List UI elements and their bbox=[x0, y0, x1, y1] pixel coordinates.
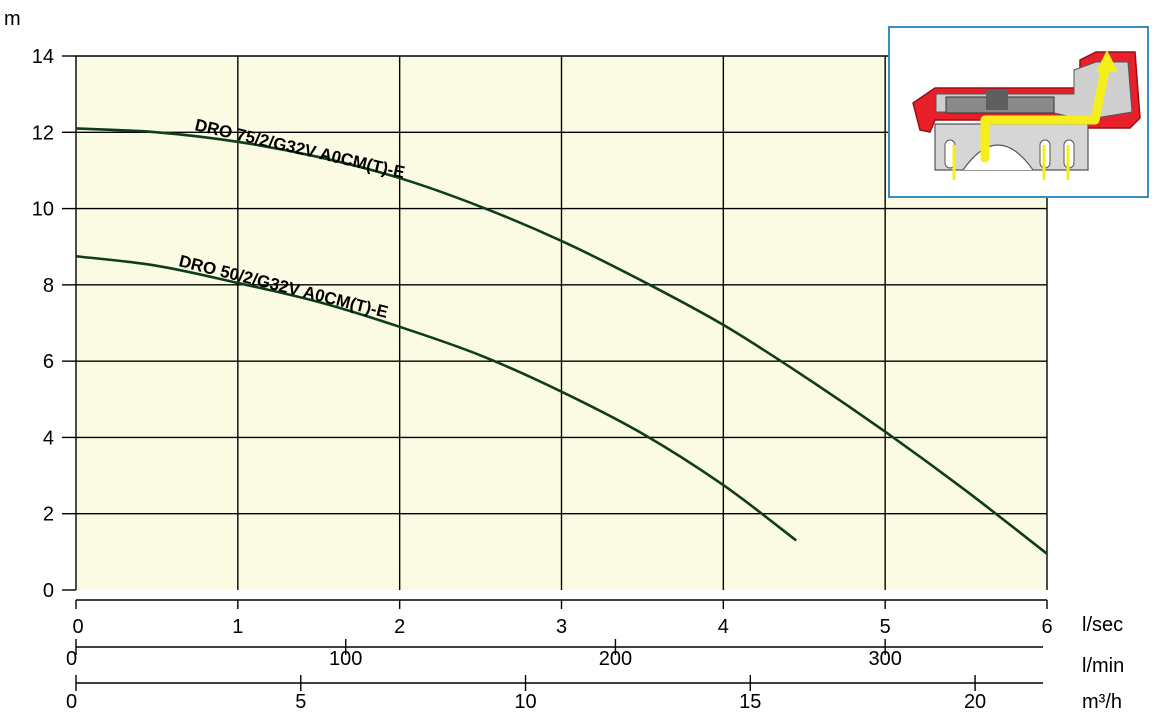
x-tick-label: 200 bbox=[599, 648, 632, 670]
x-tick-label: 4 bbox=[718, 616, 729, 638]
x-tick-label: 15 bbox=[739, 691, 761, 713]
x-axis-unit-label: l/sec bbox=[1082, 614, 1123, 636]
y-axis-label: m bbox=[4, 8, 21, 30]
x-tick-label: 20 bbox=[964, 691, 986, 713]
pump-cross-section-icon bbox=[888, 26, 1149, 198]
x-tick-label: 3 bbox=[556, 616, 567, 638]
y-tick-label: 12 bbox=[32, 122, 54, 144]
curves bbox=[75, 127, 1048, 555]
y-tick-label: 0 bbox=[43, 580, 54, 602]
series-line bbox=[75, 127, 1048, 555]
y-tick-label: 6 bbox=[43, 351, 54, 373]
x-tick-label: 1 bbox=[232, 616, 243, 638]
x-tick-label: 5 bbox=[295, 691, 306, 713]
x-tick-label: 5 bbox=[880, 616, 891, 638]
y-tick-label: 10 bbox=[32, 199, 54, 221]
x-tick-label: 6 bbox=[1041, 616, 1052, 638]
x-tick-label: 100 bbox=[329, 648, 362, 670]
y-tick-label: 4 bbox=[43, 427, 54, 449]
grid-lines bbox=[76, 55, 1048, 590]
x-tick-label: 0 bbox=[66, 691, 77, 713]
x-axis-unit-label: l/min bbox=[1082, 655, 1124, 677]
x-tick-label: 0 bbox=[72, 616, 83, 638]
y-tick-label: 8 bbox=[43, 275, 54, 297]
y-tick-label: 14 bbox=[32, 46, 54, 68]
y-tick-label: 2 bbox=[43, 504, 54, 526]
x-tick-label: 0 bbox=[66, 648, 77, 670]
series-line bbox=[75, 254, 797, 542]
x-axes: 0 1 2 3 4 5 6 l/sec 0 100 200 300 l/min 0 5 10 15 20 m³/h bbox=[66, 599, 1124, 713]
x-axis-unit-label: m³/h bbox=[1082, 691, 1122, 713]
x-tick-label: 2 bbox=[394, 616, 405, 638]
x-tick-label: 300 bbox=[868, 648, 901, 670]
y-axis: 0 2 4 6 8 10 12 14 bbox=[32, 46, 77, 602]
x-tick-label: 10 bbox=[514, 691, 536, 713]
